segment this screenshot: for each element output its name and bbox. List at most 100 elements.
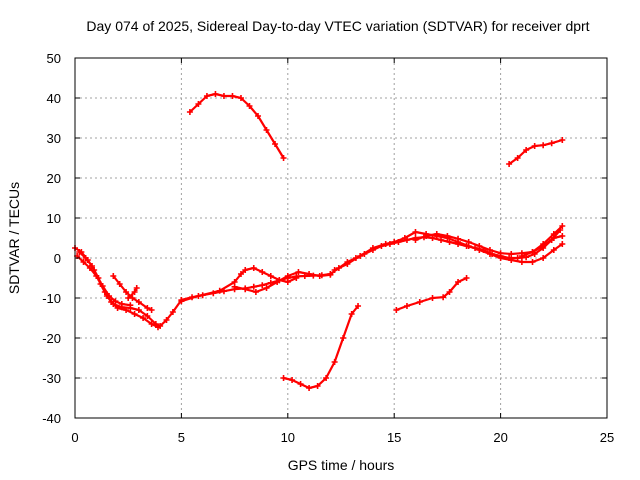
data-point [263,285,270,291]
data-point [242,267,249,273]
data-point [514,255,521,261]
series-trace-1 [72,227,564,329]
data-point [127,302,134,309]
data-point [237,271,244,277]
y-tick-label: -10 [42,291,61,306]
data-point [114,305,121,311]
data-point [118,301,125,307]
data-point [99,283,106,289]
data-point [148,307,155,313]
data-point [140,315,147,321]
data-point [80,259,87,265]
data-point [116,281,123,287]
data-point [550,247,557,253]
data-point [529,259,536,265]
data-point [306,271,313,277]
data-point [246,103,253,109]
data-point [289,377,296,383]
series-trace-11 [186,91,287,161]
data-point [446,239,453,245]
data-point [508,251,515,257]
data-point [540,255,547,261]
data-point [531,143,538,149]
data-point [393,307,400,313]
data-point [135,299,142,305]
series-trace-5 [125,285,140,301]
data-series [72,91,566,391]
data-point [133,285,140,291]
data-point [550,235,557,241]
data-point [125,295,132,301]
data-point [148,321,155,327]
data-point [518,259,525,265]
data-point [508,257,515,263]
data-point [229,93,236,99]
data-point [316,273,323,279]
data-point [523,147,530,153]
series-trace-12 [280,303,362,391]
data-point [476,243,483,249]
data-point [250,265,257,271]
data-point [110,273,117,279]
data-point [391,239,398,245]
x-tick-label: 15 [387,430,401,445]
data-point [131,289,138,295]
data-point [186,109,193,115]
data-point [267,273,274,279]
data-point [280,375,287,381]
y-tick-label: -20 [42,331,61,346]
data-point [82,255,89,261]
series-trace-4 [110,273,155,313]
x-tick-label: 20 [493,430,507,445]
grid [75,58,607,418]
data-point [455,279,462,285]
y-tick-label: -40 [42,411,61,426]
series-trace-13 [393,275,470,313]
series-trace [333,230,564,272]
data-point [297,381,304,387]
data-point [195,293,202,299]
data-point [423,233,430,239]
y-tick-label: 10 [47,211,61,226]
series-trace [233,270,332,294]
data-point [412,237,419,243]
data-point [416,299,423,305]
data-point [514,155,521,161]
data-point [340,335,347,341]
data-point [518,253,525,259]
data-point [216,287,223,294]
series-trace-9 [412,223,566,257]
series-trace [282,304,360,390]
series-trace-3 [74,253,134,309]
data-point [369,245,376,251]
data-point [348,311,355,317]
data-point [357,253,364,259]
data-point [203,93,210,99]
series-trace-7 [231,269,334,295]
data-point [559,241,566,247]
data-point [331,359,338,365]
data-point [237,95,244,101]
y-tick-label: 50 [47,51,61,66]
data-point [242,286,249,293]
data-point [255,113,262,119]
data-point [272,141,279,147]
data-point [314,383,321,389]
data-point [295,269,302,275]
data-point [529,249,536,255]
data-point [284,279,291,285]
axis-ticks: 0 5 10 15 20 25 -40 -30 -20 -10 0 10 20 30 40 50 [42,51,614,445]
series-trace [188,92,285,160]
x-tick-label: 0 [71,430,78,445]
data-point [280,155,287,161]
data-point [86,265,93,271]
x-axis-label: GPS time / hours [288,457,395,473]
data-point [195,101,202,107]
data-point [163,317,170,323]
data-point [135,307,142,313]
data-point [540,243,547,249]
data-point [440,294,447,301]
data-point [212,91,219,97]
y-tick-label: 0 [54,251,61,266]
